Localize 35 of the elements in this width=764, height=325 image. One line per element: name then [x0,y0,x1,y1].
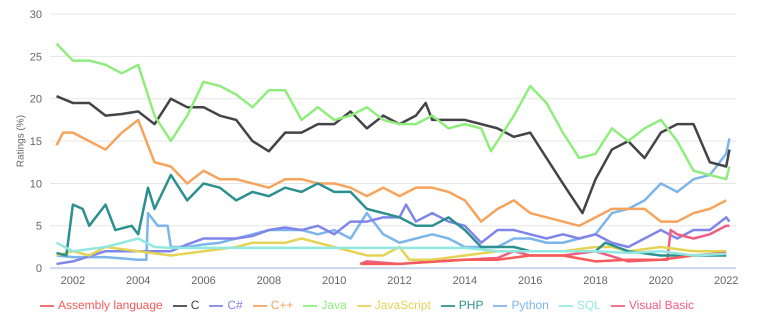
x-tick-label: 2020 [648,274,674,287]
line-series [359,252,728,266]
legend-label: PHP [458,298,484,312]
x-tick-label: 2014 [452,274,478,287]
legend-label: JavaScript [374,298,431,312]
line-series [55,203,731,266]
y-tick-label: 30 [30,8,42,21]
x-tick-label: 2016 [518,274,542,287]
y-tick-label: 15 [30,136,42,148]
legend-label: C# [227,298,243,312]
x-tick-label: 2010 [322,274,346,287]
line-series [55,237,728,257]
line-series [55,42,731,180]
x-tick-label: 2022 [714,274,738,287]
x-tick-label: 2002 [60,274,86,287]
y-tick-label: 10 [30,178,42,190]
y-tick-label: 25 [30,51,42,64]
legend-label: Assembly language [58,298,163,312]
line-series [55,118,728,228]
legend-label: Java [321,298,347,312]
y-tick-label: 20 [30,94,42,106]
x-tick-label: 2018 [583,274,608,287]
x-tick-label: 2006 [191,274,216,287]
x-tick-label: 2008 [256,274,282,287]
x-tick-label: 2004 [126,274,150,287]
legend-label: C [190,298,200,312]
legend-label: SQL [576,298,601,312]
y-tick-label: 5 [36,220,42,233]
line-series [55,94,731,214]
legend-label: C++ [270,298,294,312]
x-tick-label: 2012 [387,274,412,287]
legend-label: Python [511,298,549,312]
y-axis-title: Ratings (%) [16,114,27,168]
y-tick-label: 0 [36,263,42,276]
legend-label: Visual Basic [628,298,694,312]
